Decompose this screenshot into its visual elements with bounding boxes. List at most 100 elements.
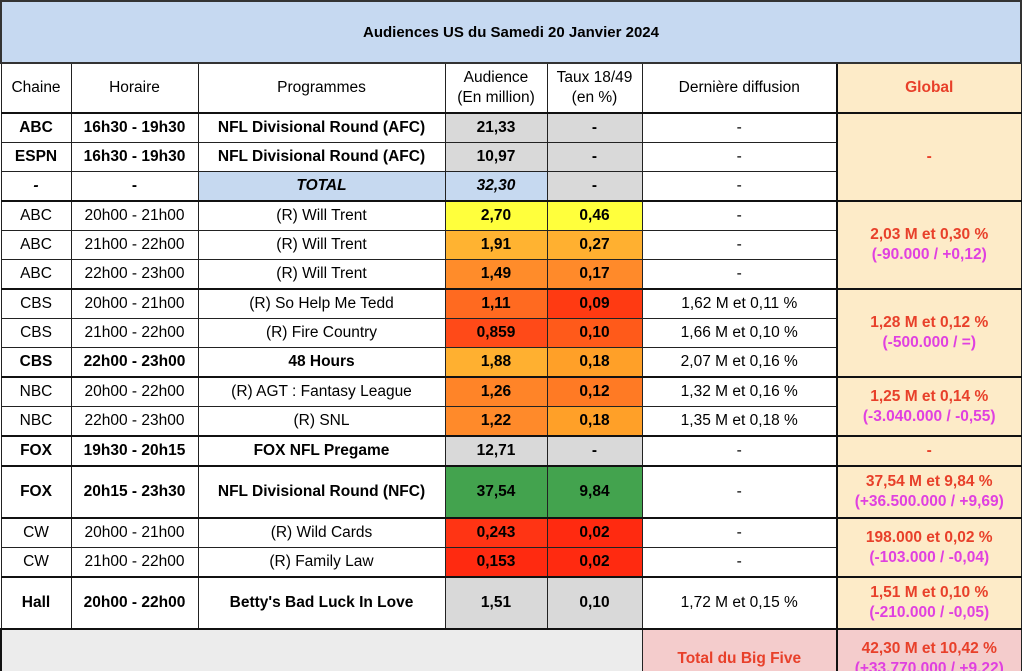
data-row: CBS 22h00 - 23h00 48 Hours 1,88 0,18 2,07 M e… <box>0 347 1021 378</box>
programme-cell: (R) AGT : Fantasy League <box>197 376 446 407</box>
programme-cell: (R) Fire Country <box>197 318 446 348</box>
text-line: 2,03 M et 0,30 % <box>870 226 989 243</box>
header-cell: Audience (En million) <box>444 62 548 114</box>
derniere-diffusion-cell: - <box>641 435 838 467</box>
derniere-diffusion-cell: 1,62 M et 0,11 % <box>641 288 838 319</box>
horaire-cell: 20h00 - 21h00 <box>70 200 199 231</box>
data-row: FOX 20h15 - 23h30 NFL Divisional Round (NF… <box>0 465 1022 519</box>
text-line: Chaine <box>11 79 61 96</box>
derniere-diffusion-cell: - <box>641 230 838 260</box>
title-row: Audiences US du Samedi 20 Janvier 2024 <box>0 0 1022 64</box>
data-row: FOX 19h30 - 20h15 FOX NFL Pregame 12,71- - - <box>0 435 1022 467</box>
programme-cell: (R) Will Trent <box>197 200 446 231</box>
text-line: - <box>926 148 932 165</box>
taux-cell: - <box>546 435 643 467</box>
derniere-diffusion-cell: 1,35 M et 0,18 % <box>641 406 838 437</box>
horaire-cell: 21h00 - 22h00 <box>70 547 199 578</box>
audience-cell: 2,70 <box>444 200 548 231</box>
programme-cell: FOX NFL Pregame <box>197 435 446 467</box>
audience-cell: 12,71 <box>444 435 548 467</box>
taux-cell: 0,12 <box>546 376 643 407</box>
horaire-cell: 20h00 - 21h00 <box>70 517 199 548</box>
text-line: Taux 18/49 <box>556 69 633 86</box>
taux-cell: - <box>546 112 643 143</box>
chaine-cell: - <box>0 171 72 202</box>
programme-cell: NFL Divisional Round (AFC) <box>197 112 446 143</box>
footer-global: 42,30 M et 10,42 % (+33.770.000 / +9,22) <box>836 628 1022 671</box>
taux-cell: - <box>546 142 643 172</box>
derniere-diffusion-cell: - <box>641 112 838 143</box>
horaire-cell: 21h00 - 22h00 <box>70 318 199 348</box>
global-cell: 198.000 et 0,02 % (-103.000 / -0,04) <box>836 517 1022 578</box>
horaire-cell: 22h00 - 23h00 <box>70 406 199 437</box>
horaire-cell: - <box>70 171 199 202</box>
chaine-cell: ABC <box>0 259 72 290</box>
text-line: (-500.000 / =) <box>882 334 976 351</box>
global-cell: 37,54 M et 9,84 % (+36.500.000 / +9,69) <box>836 465 1022 519</box>
taux-cell: 0,02 <box>546 547 643 578</box>
global-cell: 2,03 M et 0,30 % (-90.000 / +0,12) <box>836 200 1022 290</box>
horaire-cell: 20h15 - 23h30 <box>70 465 199 519</box>
audience-cell: 1,49 <box>444 259 548 290</box>
text-line: (+33.770.000 / +9,22) <box>854 659 1004 671</box>
text-line: - <box>926 442 932 459</box>
audience-cell: 1,11 <box>444 288 548 319</box>
chaine-cell: CBS <box>0 347 72 378</box>
global-cell: 1,51 M et 0,10 % (-210.000 / -0,05) <box>836 576 1022 630</box>
horaire-cell: 21h00 - 22h00 <box>70 230 199 260</box>
taux-cell: 9,84 <box>546 465 643 519</box>
text-line: 37,54 M et 9,84 % <box>865 473 993 490</box>
footer-label: Total du Big Five <box>641 628 838 671</box>
header-cell: Taux 18/49 (en %) <box>546 62 643 114</box>
taux-cell: 0,27 <box>546 230 643 260</box>
derniere-diffusion-cell: 1,32 M et 0,16 % <box>641 376 838 407</box>
text-line: (-210.000 / -0,05) <box>869 604 990 621</box>
global-cell: 1,28 M et 0,12 % (-500.000 / =) <box>836 288 1022 378</box>
text-line: Audience <box>463 69 529 86</box>
chaine-cell: FOX <box>0 435 72 467</box>
audience-cell: 37,54 <box>444 465 548 519</box>
audience-cell: 1,88 <box>444 347 548 378</box>
data-row: NBC 20h00 - 22h00 (R) AGT : Fantasy League… <box>0 376 1022 437</box>
data-row: CBS 21h00 - 22h00 (R) Fire Country 0,859 0,1… <box>0 318 1021 348</box>
derniere-diffusion-cell: - <box>641 259 838 290</box>
programme-cell: NFL Divisional Round (NFC) <box>197 465 446 519</box>
text-line: (+36.500.000 / +9,69) <box>854 493 1004 510</box>
chaine-cell: CBS <box>0 288 72 319</box>
taux-cell: - <box>546 171 643 202</box>
audience-cell: 1,51 <box>444 576 548 630</box>
header-cell: Dernière diffusion <box>641 62 838 114</box>
text-line: Horaire <box>109 79 160 96</box>
taux-cell: 0,09 <box>546 288 643 319</box>
footer-row: Total du Big Five 42,30 M et 10,42 % (+33.… <box>0 628 1022 671</box>
data-row: Hall 20h00 - 22h00 Betty's Bad Luck In Lov… <box>0 576 1022 630</box>
derniere-diffusion-cell: - <box>641 465 838 519</box>
data-row: ABC 16h30 - 19h30 NFL Divisional Round (AF… <box>0 112 1022 202</box>
taux-cell: 0,18 <box>546 347 643 378</box>
data-row: CBS 20h00 - 21h00 (R) So Help Me Tedd 1,11 0… <box>0 288 1022 378</box>
chaine-cell: NBC <box>0 406 72 437</box>
audience-cell: 1,91 <box>444 230 548 260</box>
audience-cell: 1,26 <box>444 376 548 407</box>
horaire-cell: 19h30 - 20h15 <box>70 435 199 467</box>
chaine-cell: CBS <box>0 318 72 348</box>
audience-cell: 32,30 <box>444 171 548 202</box>
programme-cell: (R) SNL <box>197 406 446 437</box>
data-row: ESPN 16h30 - 19h30 NFL Divisional Round (A… <box>0 142 1021 172</box>
derniere-diffusion-cell: 1,66 M et 0,10 % <box>641 318 838 348</box>
horaire-cell: 16h30 - 19h30 <box>70 142 199 172</box>
horaire-cell: 16h30 - 19h30 <box>70 112 199 143</box>
taux-cell: 0,10 <box>546 576 643 630</box>
programme-cell: (R) Wild Cards <box>197 517 446 548</box>
derniere-diffusion-cell: - <box>641 142 838 172</box>
horaire-cell: 20h00 - 22h00 <box>70 576 199 630</box>
taux-cell: 0,17 <box>546 259 643 290</box>
audience-cell: 0,153 <box>444 547 548 578</box>
derniere-diffusion-cell: - <box>641 517 838 548</box>
audience-cell: 21,33 <box>444 112 548 143</box>
derniere-diffusion-cell: - <box>641 171 838 202</box>
chaine-cell: ESPN <box>0 142 72 172</box>
